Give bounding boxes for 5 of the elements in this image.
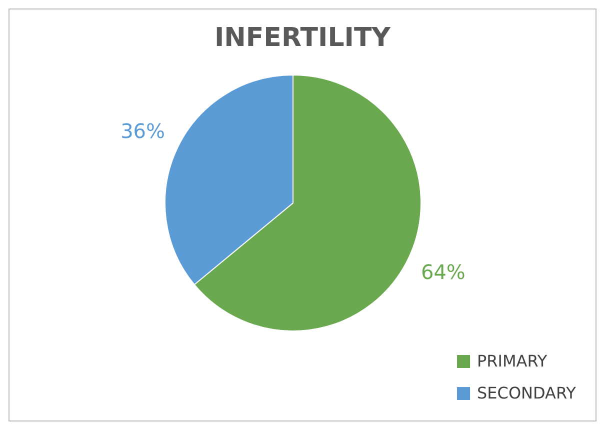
data-label: 36%: [120, 118, 166, 143]
legend-label: SECONDARY: [477, 383, 576, 402]
data-label: 64%: [420, 260, 466, 284]
legend-label: PRIMARY: [477, 351, 548, 370]
chart-title: INFERTILITY: [214, 23, 392, 53]
